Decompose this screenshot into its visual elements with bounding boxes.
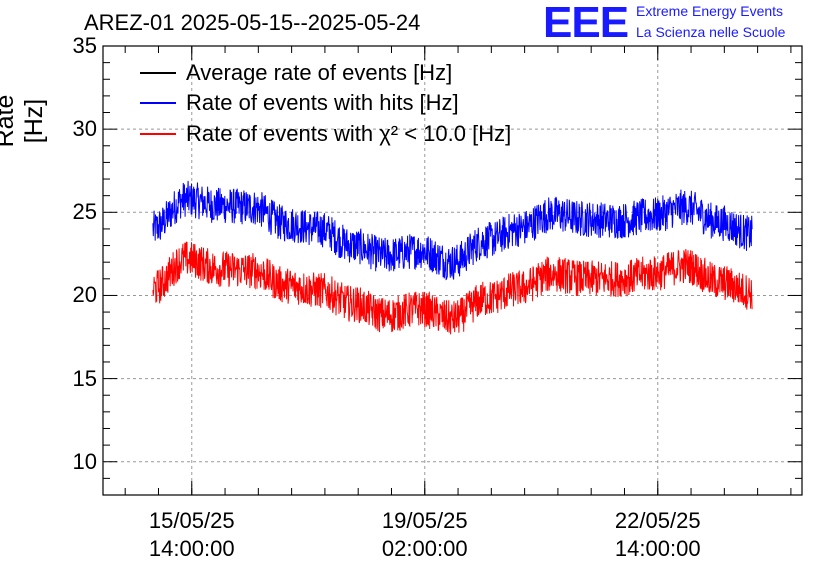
x-tick-time: 02:00:00 xyxy=(381,536,468,561)
y-tick-label: 25 xyxy=(72,199,97,225)
legend-label-average: Average rate of events [Hz] xyxy=(186,60,453,85)
legend-swatch-chi2 xyxy=(140,133,176,135)
logo-line-2: La Scienza nelle Scuole xyxy=(636,24,786,40)
legend-item-chi2: Rate of events with χ² < 10.0 [Hz] xyxy=(140,121,511,147)
legend-label-chi2: Rate of events with χ² < 10.0 [Hz] xyxy=(186,121,512,146)
series-line-1 xyxy=(152,180,753,281)
x-tick-label: 15/05/25 14:00:00 xyxy=(127,507,257,563)
x-tick-date: 22/05/25 xyxy=(614,508,701,533)
x-tick-label: 19/05/25 02:00:00 xyxy=(360,507,490,563)
y-tick-label: 20 xyxy=(72,282,97,308)
chart-title: AREZ-01 2025-05-15--2025-05-24 xyxy=(84,10,421,35)
x-tick-time: 14:00:00 xyxy=(614,536,701,561)
axis-ticks xyxy=(103,45,802,496)
legend-item-average: Average rate of events [Hz] xyxy=(140,60,452,86)
legend-swatch-average xyxy=(140,72,176,74)
y-tick-label: 10 xyxy=(72,448,97,474)
y-tick-label: 30 xyxy=(72,116,97,142)
series-layer xyxy=(152,180,753,335)
logo-line-1: Extreme Energy Events xyxy=(636,3,784,19)
x-tick-label: 22/05/25 14:00:00 xyxy=(593,507,723,563)
eee-logo: EEE xyxy=(543,0,629,47)
series-line-2 xyxy=(152,241,753,335)
legend-label-hits: Rate of events with hits [Hz] xyxy=(186,90,459,115)
y-tick-label: 15 xyxy=(72,365,97,391)
legend-swatch-hits xyxy=(140,102,176,104)
x-tick-date: 15/05/25 xyxy=(148,508,235,533)
x-tick-time: 14:00:00 xyxy=(148,536,235,561)
legend-item-hits: Rate of events with hits [Hz] xyxy=(140,90,459,116)
x-tick-date: 19/05/25 xyxy=(381,508,468,533)
y-tick-label: 35 xyxy=(72,33,97,58)
plot-frame xyxy=(102,45,803,496)
